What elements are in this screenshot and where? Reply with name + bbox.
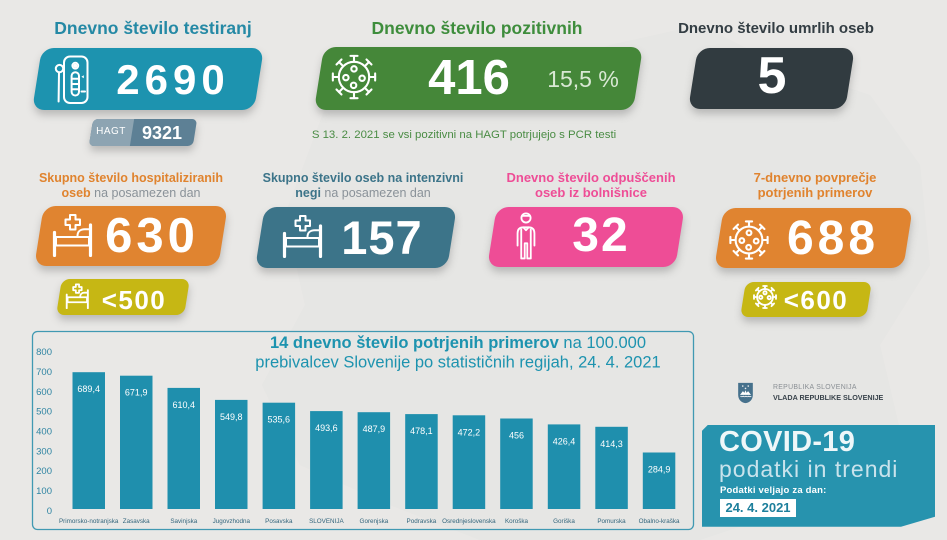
svg-text:Jugovzhodna: Jugovzhodna <box>213 518 251 525</box>
svg-text:Zasavska: Zasavska <box>123 518 150 525</box>
svg-text:689,4: 689,4 <box>77 384 100 394</box>
svg-text:456: 456 <box>509 431 524 441</box>
svg-text:14 dnevno število potrjenih pr: 14 dnevno število potrjenih primerov na … <box>270 334 646 352</box>
svg-text:Podravska: Podravska <box>407 518 437 525</box>
svg-text:487,9: 487,9 <box>363 424 386 434</box>
svg-text:Savinjska: Savinjska <box>170 518 197 525</box>
svg-text:Obalno-kraška: Obalno-kraška <box>639 518 680 525</box>
svg-text:800: 800 <box>36 347 52 358</box>
svg-text:Osrednjeslovenska: Osrednjeslovenska <box>442 518 496 525</box>
svg-text:Pomurska: Pomurska <box>597 518 626 525</box>
svg-text:472,2: 472,2 <box>458 427 481 437</box>
svg-text:671,9: 671,9 <box>125 388 148 398</box>
svg-text:549,8: 549,8 <box>220 412 243 422</box>
svg-text:200: 200 <box>36 466 52 477</box>
svg-text:400: 400 <box>36 427 52 438</box>
svg-text:535,6: 535,6 <box>268 415 291 425</box>
svg-text:300: 300 <box>36 446 52 457</box>
svg-text:0: 0 <box>47 506 52 517</box>
svg-text:500: 500 <box>36 407 52 418</box>
svg-text:Primorsko-notranjska: Primorsko-notranjska <box>59 518 119 525</box>
svg-text:Gorenjska: Gorenjska <box>360 518 389 525</box>
svg-text:Koroška: Koroška <box>505 518 529 525</box>
svg-text:600: 600 <box>36 387 52 398</box>
svg-text:284,9: 284,9 <box>648 465 671 475</box>
svg-text:610,4: 610,4 <box>173 400 196 410</box>
svg-text:700: 700 <box>36 367 52 378</box>
svg-text:493,6: 493,6 <box>315 423 338 433</box>
svg-text:SLOVENIJA: SLOVENIJA <box>309 518 344 525</box>
svg-text:478,1: 478,1 <box>410 426 433 436</box>
svg-text:Goriška: Goriška <box>553 518 575 525</box>
svg-text:426,4: 426,4 <box>553 436 576 446</box>
svg-text:414,3: 414,3 <box>600 439 623 449</box>
svg-text:Posavska: Posavska <box>265 518 293 525</box>
svg-text:100: 100 <box>36 486 52 497</box>
svg-text:prebivalcev Slovenije po stati: prebivalcev Slovenije po statističnih re… <box>255 354 660 372</box>
